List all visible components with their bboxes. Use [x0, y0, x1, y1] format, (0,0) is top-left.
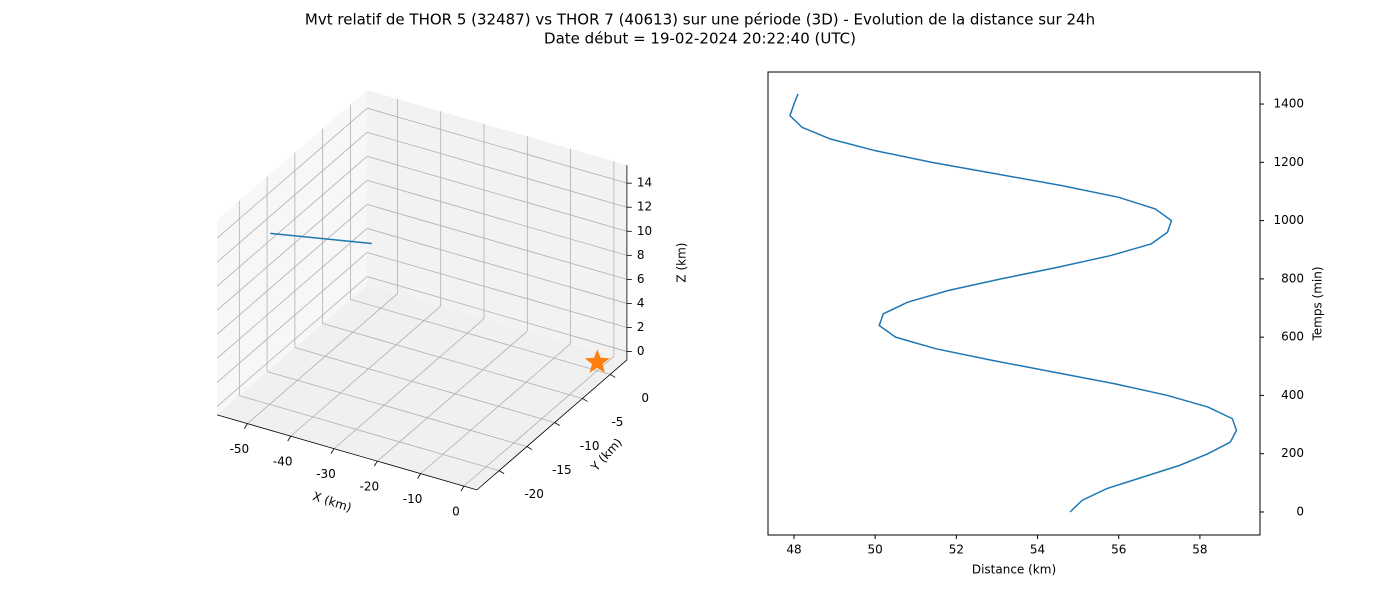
x-tick-label: 58: [1192, 543, 1207, 557]
grid-line: [366, 131, 628, 208]
y-tick-label: 200: [1281, 446, 1304, 460]
y-tick-label: -5: [611, 415, 623, 429]
x-axis-label: Distance (km): [972, 563, 1056, 577]
grid-line: [322, 323, 583, 399]
grid-line: [366, 107, 628, 184]
grid-line: [377, 330, 528, 462]
x-tick-label: 52: [949, 543, 964, 557]
x-tick-label: 50: [868, 543, 883, 557]
distance-line: [789, 93, 1238, 513]
grid-line: [294, 347, 555, 423]
tick-mark: [244, 423, 248, 429]
pane-floor: [217, 284, 627, 490]
y-tick-label: 1200: [1273, 155, 1304, 169]
z-tick-label: 4: [637, 296, 645, 310]
x-tick-label: 0: [452, 505, 460, 519]
tick-mark: [330, 448, 335, 454]
star-marker: [584, 349, 610, 373]
y-tick-label: 0: [1296, 504, 1304, 518]
x-tick-label: 48: [786, 543, 801, 557]
y-tick-label: 400: [1281, 388, 1304, 402]
x-tick-label: -40: [273, 455, 293, 469]
grid-line: [266, 371, 528, 447]
z-tick-label: 6: [637, 272, 645, 286]
y-axis-label: Temps (min): [1311, 266, 1325, 341]
tick-mark: [582, 398, 588, 402]
y-tick-label: 600: [1281, 330, 1304, 344]
grid-line: [420, 343, 571, 474]
grid-line: [216, 155, 368, 287]
z-axis-label: Z (km): [674, 243, 688, 283]
tick-mark: [498, 470, 505, 474]
x-tick-label: -30: [316, 467, 336, 481]
tick-mark: [526, 446, 533, 450]
tick-mark: [287, 435, 292, 442]
figure-title: Mvt relatif de THOR 5 (32487) vs THOR 7 …: [305, 11, 1095, 29]
grid-line: [463, 355, 615, 487]
z-tick-label: 0: [637, 344, 645, 358]
tick-mark: [417, 473, 421, 479]
x-axis-label: X (km): [311, 489, 353, 515]
x-axis-line: [216, 414, 478, 491]
plot-area: [767, 71, 1261, 536]
z-tick-label: 10: [637, 224, 652, 238]
grid-line: [216, 107, 368, 239]
y-tick-label: 1000: [1273, 213, 1304, 227]
grid-line: [216, 276, 368, 407]
grid-line: [366, 204, 628, 280]
y-axis-line: [476, 359, 628, 491]
y-tick-label: -20: [524, 487, 544, 501]
z-tick-label: 2: [637, 320, 645, 334]
grid-line: [366, 252, 628, 328]
tick-mark: [610, 374, 616, 378]
z-tick-label: 12: [637, 200, 652, 214]
grid-line: [366, 228, 628, 304]
grid-line: [216, 228, 368, 359]
trajectory-line: [270, 232, 372, 245]
y-tick-label: 0: [641, 391, 649, 405]
x-tick-label: -20: [360, 480, 380, 494]
grid-line: [216, 204, 368, 335]
grid-line: [366, 179, 628, 256]
y-tick-label: 800: [1281, 271, 1304, 285]
tick-mark: [460, 485, 465, 492]
pane-back: [367, 90, 627, 360]
x-tick-label: 54: [1030, 543, 1045, 557]
x-tick-label: -50: [230, 442, 250, 456]
grid-line: [216, 131, 368, 263]
z-tick-label: 8: [637, 248, 645, 262]
grid-line: [290, 305, 441, 437]
grid-line: [216, 252, 368, 383]
grid-line: [247, 293, 398, 424]
grid-line: [366, 276, 628, 352]
grid-line: [366, 155, 628, 232]
tick-mark: [373, 460, 378, 467]
pane-left: [217, 90, 368, 415]
tick-mark: [554, 422, 560, 426]
y-tick-label: -15: [552, 463, 572, 477]
grid-line: [239, 395, 500, 472]
figure-subtitle: Date début = 19-02-2024 20:22:40 (UTC): [544, 30, 856, 48]
grid-line: [350, 299, 611, 375]
grid-line: [333, 318, 485, 449]
y-tick-label: -10: [580, 439, 600, 453]
x-tick-label: -10: [403, 492, 423, 506]
z-tick-label: 14: [637, 176, 652, 190]
y-tick-label: 1400: [1273, 97, 1304, 111]
grid-line: [216, 180, 368, 311]
x-tick-label: 56: [1111, 543, 1126, 557]
